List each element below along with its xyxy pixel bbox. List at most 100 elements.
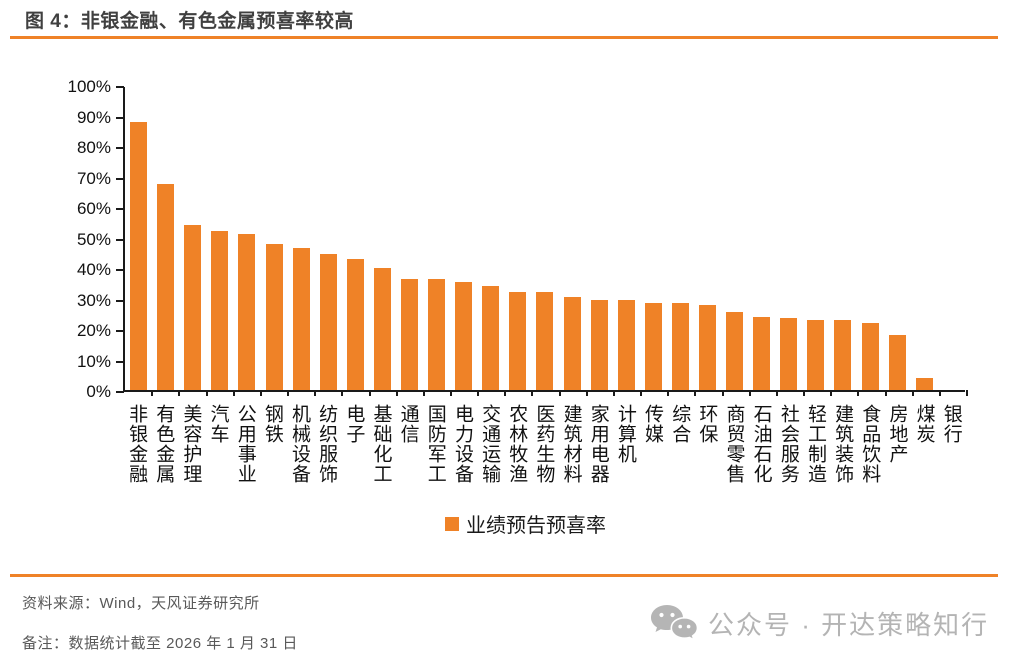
x-tick-label: 汽车 bbox=[207, 404, 229, 444]
x-tick-label: 国防军工 bbox=[424, 404, 446, 484]
x-tick-label: 家用电器 bbox=[587, 404, 609, 484]
bar bbox=[644, 303, 662, 390]
x-tick bbox=[721, 390, 724, 396]
bar bbox=[400, 278, 418, 390]
x-tick bbox=[667, 390, 670, 396]
x-label-cell: 电力设备 bbox=[449, 404, 476, 484]
y-tick bbox=[116, 86, 124, 88]
bar bbox=[617, 300, 635, 390]
bar-column bbox=[288, 87, 315, 390]
x-label-cell: 社会服务 bbox=[775, 404, 802, 484]
legend-label: 业绩预告预喜率 bbox=[466, 515, 606, 537]
bar-column bbox=[477, 87, 504, 390]
x-tick bbox=[422, 390, 425, 396]
x-label-cell: 通信 bbox=[395, 404, 422, 444]
bar bbox=[536, 292, 554, 390]
x-tick-label: 钢铁 bbox=[261, 404, 283, 444]
footer-divider bbox=[10, 574, 998, 577]
x-label-cell: 国防军工 bbox=[422, 404, 449, 484]
x-tick bbox=[151, 390, 154, 396]
x-label-cell: 食品饮料 bbox=[856, 404, 883, 484]
bar bbox=[211, 231, 229, 390]
x-tick-label: 电子 bbox=[343, 404, 365, 444]
bar bbox=[373, 268, 391, 390]
note-text: 备注：数据统计截至 2026 年 1 月 31 日 bbox=[22, 635, 298, 652]
x-label-cell: 汽车 bbox=[204, 404, 231, 444]
bar-column bbox=[829, 87, 856, 390]
x-tick bbox=[477, 390, 480, 396]
bar-column bbox=[423, 87, 450, 390]
y-tick bbox=[116, 330, 124, 332]
y-tick-label: 60% bbox=[76, 199, 111, 218]
bar-column bbox=[694, 87, 721, 390]
bar bbox=[157, 184, 175, 390]
x-label-cell: 美容护理 bbox=[177, 404, 204, 484]
x-tick bbox=[830, 390, 833, 396]
bar-column bbox=[613, 87, 640, 390]
bar-column bbox=[125, 87, 152, 390]
x-tick-label: 电力设备 bbox=[451, 404, 473, 484]
bar bbox=[861, 322, 879, 390]
bar-column bbox=[206, 87, 233, 390]
bar-column bbox=[450, 87, 477, 390]
x-tick-label: 通信 bbox=[397, 404, 419, 444]
x-tick bbox=[314, 390, 317, 396]
x-label-cell: 基础化工 bbox=[367, 404, 394, 484]
y-tick bbox=[116, 360, 124, 363]
bar bbox=[699, 304, 717, 390]
bar bbox=[319, 254, 337, 390]
bar bbox=[292, 248, 310, 390]
x-axis-labels: 非银金融 有色金属 美容护理 汽车 公用事业 钢铁 机械设备 纺织服饰 电子 基础化工 通信 国防军工… bbox=[123, 404, 965, 484]
y-tick bbox=[116, 238, 124, 241]
y-tick-label: 30% bbox=[76, 290, 111, 310]
x-tick bbox=[911, 390, 914, 396]
chart-legend: 业绩预告预喜率 bbox=[445, 509, 606, 538]
x-label-cell: 石油石化 bbox=[748, 404, 775, 484]
bar-column bbox=[315, 87, 342, 390]
bar-column bbox=[938, 87, 965, 390]
bar bbox=[753, 316, 771, 390]
y-tick-label: 10% bbox=[76, 351, 111, 371]
x-tick bbox=[884, 390, 887, 396]
x-tick bbox=[558, 390, 561, 396]
x-tick-label: 农林牧渔 bbox=[506, 404, 528, 484]
bar-column bbox=[586, 87, 613, 390]
x-tick bbox=[341, 390, 344, 396]
x-tick-label: 建筑装饰 bbox=[832, 404, 854, 484]
figure-title: 图 4：非银金融、有色金属预喜率较高 bbox=[25, 11, 354, 32]
bar bbox=[915, 377, 933, 390]
bar bbox=[590, 300, 608, 390]
x-tick-label: 煤炭 bbox=[913, 404, 935, 444]
y-tick bbox=[116, 208, 124, 210]
bar-column bbox=[640, 87, 667, 390]
bar bbox=[834, 319, 852, 390]
source-text: 资料来源：Wind，天风证券研究所 bbox=[22, 595, 260, 612]
bar bbox=[130, 121, 148, 390]
bar-column bbox=[748, 87, 775, 390]
x-tick-label: 商贸零售 bbox=[723, 404, 745, 484]
bar-column bbox=[396, 87, 423, 390]
bar-column bbox=[911, 87, 938, 390]
bar bbox=[807, 319, 825, 390]
bar bbox=[563, 297, 581, 390]
bar-column bbox=[179, 87, 206, 390]
y-tick bbox=[116, 391, 124, 393]
x-tick-label: 基础化工 bbox=[370, 404, 392, 484]
bar bbox=[726, 312, 744, 390]
x-label-cell: 房地产 bbox=[883, 404, 910, 464]
x-tick-label: 传媒 bbox=[642, 404, 664, 444]
y-tick bbox=[116, 177, 124, 180]
x-tick-label: 社会服务 bbox=[777, 404, 799, 484]
x-label-cell: 纺织服饰 bbox=[313, 404, 340, 484]
watermark-text: 公众号 · 开达策略知行 bbox=[708, 609, 990, 640]
x-tick bbox=[449, 390, 452, 396]
bar bbox=[482, 286, 500, 390]
x-label-cell: 非银金融 bbox=[123, 404, 150, 484]
x-tick-label: 环保 bbox=[696, 404, 718, 444]
bar bbox=[888, 335, 906, 390]
x-label-cell: 商贸零售 bbox=[720, 404, 747, 484]
x-tick-label: 综合 bbox=[669, 404, 691, 444]
x-tick bbox=[775, 390, 778, 396]
x-label-cell: 计算机 bbox=[612, 404, 639, 464]
x-tick bbox=[938, 390, 941, 396]
